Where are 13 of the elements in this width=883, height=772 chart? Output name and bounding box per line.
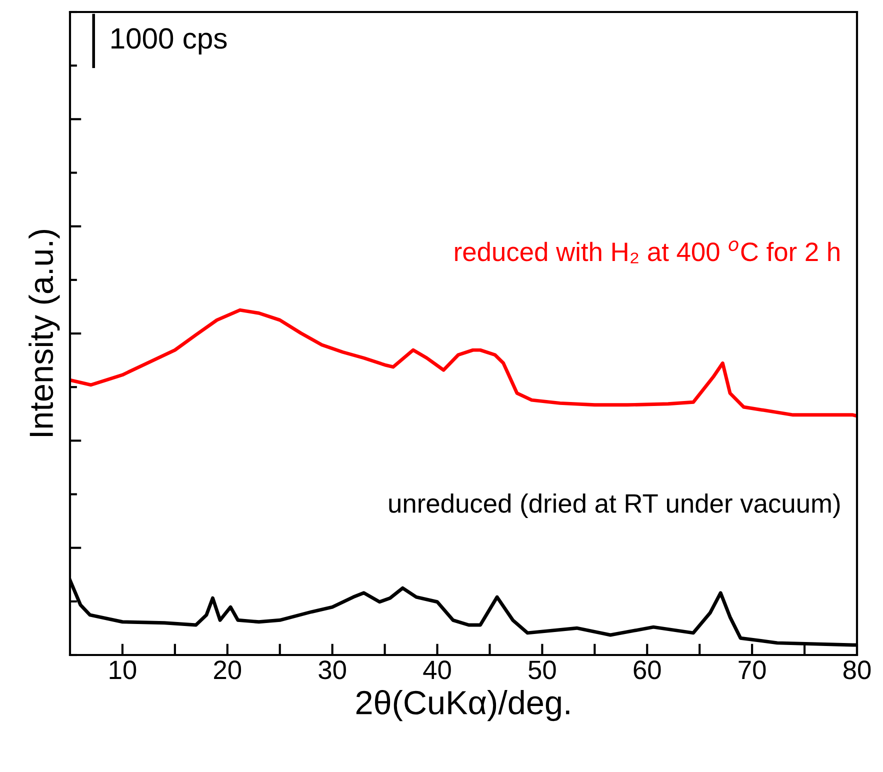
x-tick-label: 70 — [738, 660, 766, 680]
x-tick-label: 30 — [318, 660, 346, 680]
text: reduced with H₂ at 400 $^{o}$C for 2 h — [455, 240, 840, 264]
x-tick-label: 60 — [634, 660, 661, 680]
x-tick-label: 50 — [528, 660, 556, 680]
x-axis-title: 2θ(CuKα)/deg. — [356, 690, 570, 722]
x-tick-label: 10 — [110, 660, 136, 680]
text: 1000 cps — [112, 28, 227, 55]
x-tick-label: 80 — [843, 660, 871, 680]
y-axis-title: Intensity (a.u.) — [28, 230, 60, 436]
x-tick-label: 40 — [423, 660, 451, 680]
text: unreduced (dried at RT under vacuum) — [389, 493, 840, 518]
x-tick-label: 20 — [214, 660, 242, 680]
